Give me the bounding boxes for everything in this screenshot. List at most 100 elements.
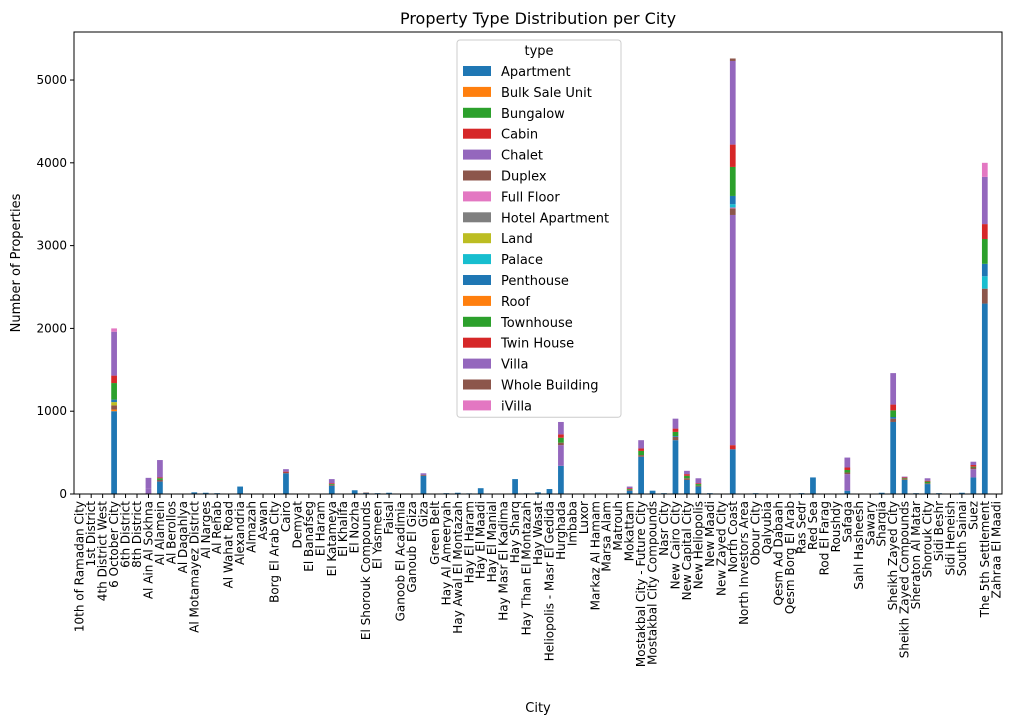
- x-tick-label: Faisal: [382, 501, 396, 534]
- bar-segment: [901, 478, 908, 480]
- x-tick-label: El Haram: [313, 501, 327, 556]
- legend-label: Roof: [501, 295, 530, 310]
- legend-label: Hotel Apartment: [501, 211, 609, 226]
- y-tick-label: 4000: [36, 156, 67, 170]
- x-tick-label: Hay El Haram: [462, 501, 476, 583]
- y-axis-label: Number of Properties: [9, 193, 24, 332]
- x-tick-label: Al Berollos: [164, 501, 178, 564]
- legend-label: Twin House: [500, 337, 574, 352]
- x-tick-label: Green Belt: [428, 501, 442, 565]
- bar-segment: [626, 489, 633, 490]
- x-tick-label: Rod El Farag: [817, 501, 831, 575]
- x-tick-label: Al Narges: [199, 501, 213, 559]
- bar-segment: [729, 445, 736, 450]
- bar-segment: [729, 60, 736, 145]
- x-tick-label: 6th District: [119, 501, 133, 568]
- bar-segment: [981, 303, 988, 494]
- x-tick-label: Demyat: [290, 501, 304, 549]
- x-tick-label: Red Sea: [806, 501, 820, 550]
- bar-segment: [328, 479, 335, 484]
- x-tick-label: Borg El Arab City: [267, 501, 281, 603]
- bar-segment: [890, 418, 897, 422]
- bar-segment: [729, 208, 736, 215]
- legend-swatch: [463, 191, 491, 202]
- bar-segment: [924, 481, 931, 484]
- bar-segment: [558, 442, 564, 446]
- x-tick-label: New Zayed City: [714, 501, 728, 596]
- bar-segment: [890, 404, 897, 411]
- x-tick-label: Sawary: [863, 501, 877, 545]
- bar-segment: [111, 411, 117, 494]
- bar-segment: [959, 492, 965, 494]
- bar-segment: [157, 477, 163, 479]
- bar-segment: [924, 480, 931, 482]
- legend-title: type: [524, 44, 553, 59]
- bar-segment: [535, 492, 541, 494]
- bar-segment: [558, 445, 564, 466]
- bar-segment: [890, 421, 897, 494]
- bar-segment: [684, 479, 690, 494]
- bar-segment: [546, 489, 553, 494]
- bar-segment: [901, 476, 908, 478]
- bar-segment: [328, 483, 335, 485]
- x-tick-label: Hay Sharq: [508, 501, 522, 563]
- bars-layer: [76, 58, 1000, 495]
- bar-segment: [844, 474, 851, 491]
- bar-segment: [283, 469, 289, 472]
- x-tick-label: El Katameya: [325, 501, 339, 576]
- x-tick-label: Zahraa El Maadi: [989, 501, 1003, 598]
- bar-segment: [328, 485, 335, 494]
- bar-segment: [844, 469, 851, 473]
- legend-swatch: [463, 254, 491, 265]
- x-tick-label: Al Ain Al Sokhna: [141, 501, 155, 599]
- bar-segment: [695, 485, 702, 487]
- x-tick-label: El Banafseg: [302, 501, 316, 572]
- x-tick-label: Sheikh Zayed City: [886, 501, 900, 610]
- bar-segment: [729, 214, 736, 446]
- x-tick-label: Shorouk City: [921, 501, 935, 577]
- bar-segment: [558, 434, 564, 438]
- legend-swatch: [463, 170, 491, 181]
- x-tick-label: Hurghada: [554, 501, 568, 560]
- x-tick-label: Alexandria: [233, 501, 247, 565]
- bar-segment: [729, 58, 736, 61]
- bar-segment: [558, 421, 564, 435]
- x-tick-label: Almazah: [245, 501, 259, 553]
- x-tick-label: Cairo: [279, 501, 293, 532]
- x-tick-label: Sidi Heneish: [943, 501, 957, 575]
- x-tick-label: Hay El Maadi: [474, 501, 488, 579]
- bar-segment: [283, 473, 289, 494]
- x-tick-label: Hay El Manial: [485, 501, 499, 582]
- legend-swatch: [463, 212, 491, 223]
- x-tick-label: Hay Wasat: [531, 501, 545, 565]
- y-axis: 0 1000 2000 3000 4000 5000: [36, 73, 74, 501]
- bar-segment: [844, 472, 851, 475]
- x-tick-label: Heliopolis - Masr El Gedida: [542, 501, 556, 661]
- bar-segment: [157, 460, 163, 478]
- bar-segment: [684, 470, 690, 475]
- legend-swatch: [463, 358, 491, 369]
- bar-segment: [111, 331, 117, 376]
- bar-segment: [638, 455, 644, 457]
- bar-segment: [111, 409, 117, 412]
- x-tick-label: Imbaba: [565, 501, 579, 546]
- bar-segment: [558, 465, 564, 494]
- bar-segment: [672, 418, 679, 429]
- bar-segment: [981, 162, 988, 177]
- legend-label: Townhouse: [500, 316, 573, 331]
- bar-segment: [626, 489, 633, 491]
- bar-segment: [386, 492, 392, 494]
- x-tick-label: Matrouh: [611, 501, 625, 551]
- bar-segment: [981, 176, 988, 225]
- legend-swatch: [463, 295, 491, 306]
- bar-segment: [420, 474, 427, 476]
- bar-segment: [924, 484, 931, 494]
- y-tick-label: 0: [59, 487, 67, 501]
- bar-segment: [626, 488, 633, 490]
- bar-segment: [111, 405, 117, 410]
- bar-segment: [558, 437, 564, 443]
- x-tick-label: Ganoub El Giza: [405, 501, 419, 593]
- bar-segment: [477, 488, 484, 494]
- x-tick-label: 4th District West: [96, 501, 110, 601]
- bar-segment: [202, 492, 209, 494]
